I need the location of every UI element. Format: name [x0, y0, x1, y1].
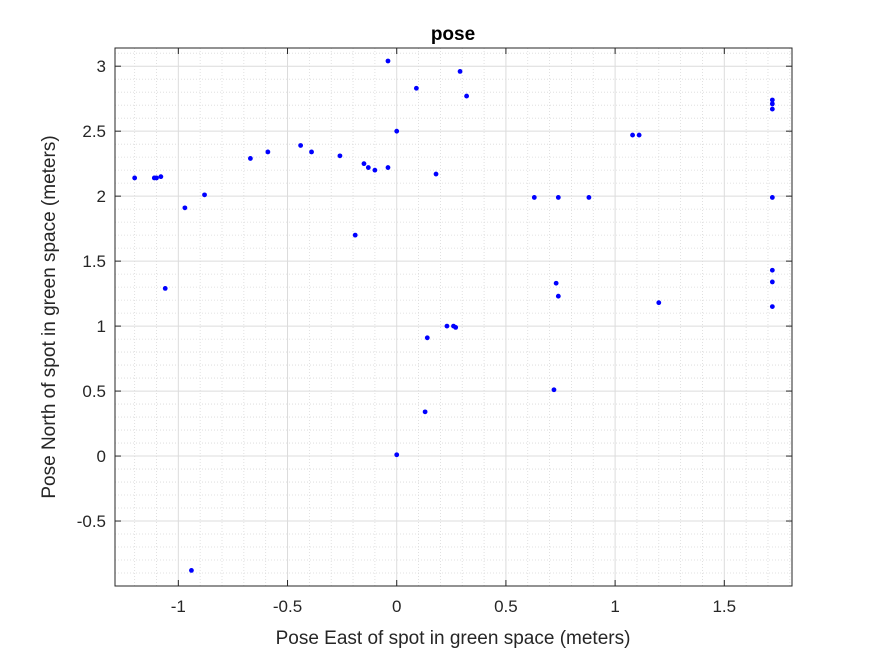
data-point [394, 452, 400, 458]
tick-marks [115, 48, 792, 586]
data-point [656, 300, 662, 306]
data-point [636, 132, 642, 138]
data-point [361, 161, 367, 167]
data-point [586, 195, 592, 200]
data-point [132, 175, 138, 181]
data-point [553, 280, 559, 286]
chart-title: pose [431, 24, 475, 45]
data-point [551, 387, 557, 393]
minor-grid [115, 48, 792, 586]
y-tick-labels: -0.5 0 0.5 1 1.5 2 2.5 3 [77, 57, 106, 531]
data-point [424, 335, 430, 341]
y-tick-label: 1.5 [82, 252, 106, 271]
data-point [555, 293, 561, 299]
x-axis-label: Pose East of spot in green space (meters… [276, 628, 631, 649]
x-tick-label: 1 [610, 597, 619, 616]
data-point [265, 149, 271, 155]
data-point [372, 167, 378, 173]
data-point [769, 101, 775, 107]
y-tick-label: 0 [97, 447, 106, 466]
data-point [413, 85, 419, 91]
data-point [769, 267, 775, 273]
data-point [298, 143, 304, 148]
data-point [158, 174, 164, 180]
data-point [457, 68, 463, 74]
x-tick-label: 1.5 [712, 597, 736, 616]
x-tick-labels: -1 -0.5 0 0.5 1 1.5 [171, 597, 736, 616]
y-tick-label: -0.5 [77, 512, 106, 531]
data-point [444, 323, 450, 329]
major-grid [115, 48, 792, 586]
data-point [337, 153, 343, 159]
y-tick-label: 3 [97, 57, 106, 76]
data-point [385, 165, 391, 170]
data-point [162, 286, 168, 291]
data-point [182, 205, 188, 211]
data-points [132, 58, 775, 573]
data-point [531, 195, 537, 200]
data-point [769, 97, 775, 103]
x-tick-label: -1 [171, 597, 186, 616]
data-point [769, 195, 775, 200]
x-tick-label: 0 [392, 597, 401, 616]
y-tick-label: 0.5 [82, 382, 106, 401]
y-axis-label: Pose North of spot in green space (meter… [39, 135, 60, 498]
data-point [769, 304, 775, 310]
data-point [453, 324, 459, 330]
data-point [365, 165, 371, 170]
y-tick-label: 1 [97, 317, 106, 336]
data-point [154, 175, 159, 181]
x-tick-label: -0.5 [273, 597, 302, 616]
data-point [309, 149, 314, 155]
y-tick-label: 2 [97, 187, 106, 206]
data-point [394, 128, 400, 134]
data-point [433, 171, 439, 177]
data-point [202, 192, 207, 198]
data-point [248, 156, 253, 161]
data-point [189, 568, 194, 573]
data-point [352, 232, 358, 238]
data-point [422, 409, 428, 415]
x-tick-label: 0.5 [494, 597, 518, 616]
data-point [769, 279, 775, 285]
data-point [385, 58, 391, 64]
y-tick-label: 2.5 [82, 122, 106, 141]
data-point [630, 132, 635, 138]
plot-frame [114, 47, 793, 587]
data-point [555, 195, 561, 200]
data-point [464, 93, 470, 99]
data-point [769, 106, 775, 112]
plot-background [115, 48, 792, 586]
